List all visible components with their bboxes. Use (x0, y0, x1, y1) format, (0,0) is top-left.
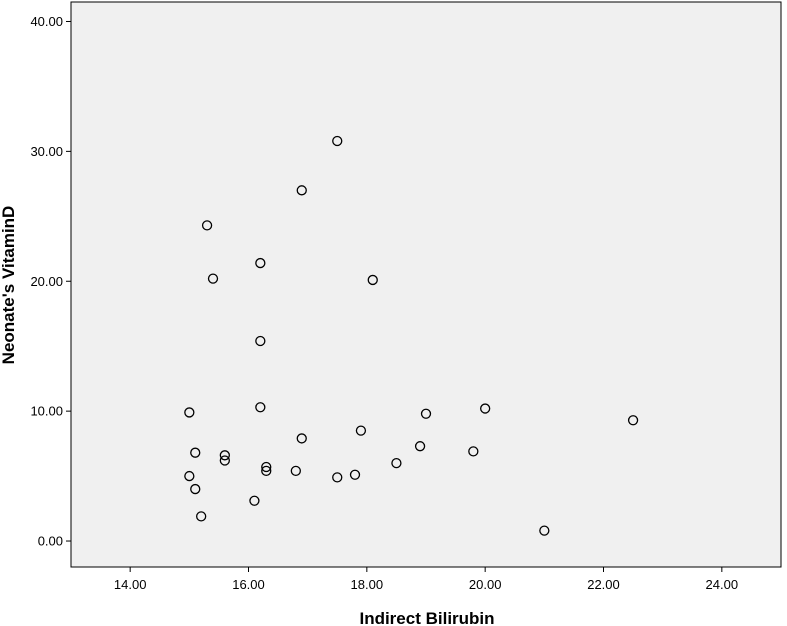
data-points (184, 135, 639, 536)
x-axis: 14.00 16.00 18.00 20.00 22.00 24.00 (114, 567, 738, 592)
data-point (296, 433, 307, 444)
data-point (355, 425, 367, 436)
data-point (367, 274, 378, 286)
data-point (207, 273, 219, 284)
x-tick-label: 14.00 (114, 577, 147, 592)
data-point (255, 402, 266, 413)
x-axis-label: Indirect Bilirubin (359, 609, 494, 626)
data-point (391, 457, 402, 469)
data-point (255, 257, 266, 269)
data-point (196, 511, 207, 522)
data-point (219, 450, 230, 461)
data-point (255, 335, 266, 347)
data-point (249, 495, 260, 506)
data-point (190, 447, 201, 458)
data-point (480, 403, 491, 414)
data-point (201, 220, 213, 231)
y-axis: 0.00 10.00 20.00 30.00 40.00 (30, 14, 71, 549)
x-tick-label: 18.00 (351, 577, 384, 592)
data-point (414, 441, 426, 452)
data-point (349, 469, 361, 480)
data-point (332, 135, 343, 147)
data-point (332, 472, 343, 483)
data-point (184, 407, 195, 418)
data-point (296, 185, 307, 196)
data-point (290, 465, 301, 477)
y-tick-label: 10.00 (30, 404, 63, 419)
y-tick-label: 30.00 (30, 144, 63, 159)
y-tick-label: 0.00 (38, 534, 63, 549)
x-tick-label: 20.00 (469, 577, 502, 592)
data-point (627, 415, 639, 426)
x-tick-label: 24.00 (706, 577, 739, 592)
data-point (184, 470, 195, 482)
plot-area (70, 1, 782, 568)
data-point (261, 465, 272, 477)
y-axis-label: Neonate's VitaminD (0, 206, 18, 365)
data-point (219, 455, 230, 466)
x-tick-label: 16.00 (232, 577, 265, 592)
data-point (468, 446, 479, 457)
data-point (190, 483, 201, 495)
x-tick-label: 22.00 (587, 577, 620, 592)
data-point (420, 408, 432, 419)
data-point (261, 461, 272, 473)
y-tick-label: 40.00 (30, 14, 63, 29)
data-point (539, 525, 550, 536)
y-tick-label: 20.00 (30, 274, 63, 289)
